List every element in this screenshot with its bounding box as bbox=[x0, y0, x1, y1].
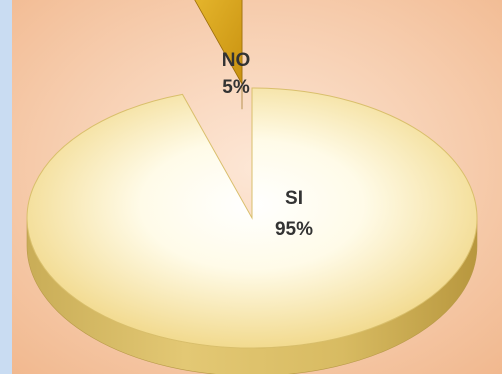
pie-chart: SI 95% NO 5% bbox=[12, 0, 502, 374]
slice-si-label: SI bbox=[285, 188, 303, 209]
slice-si-percent: 95% bbox=[275, 219, 313, 240]
slice-si bbox=[26, 87, 478, 349]
slice-no-label: NO bbox=[222, 50, 251, 71]
chart-panel: SI 95% NO 5% bbox=[12, 0, 502, 374]
slice-no-percent: 5% bbox=[222, 77, 250, 98]
slice-no bbox=[194, 0, 243, 86]
